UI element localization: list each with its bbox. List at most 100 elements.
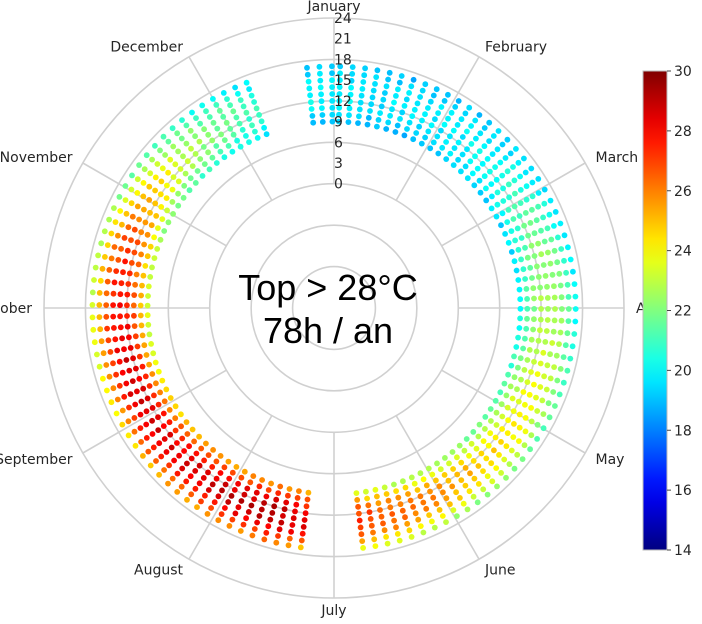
data-point [368,522,375,529]
data-point [130,355,137,362]
data-point [143,152,150,159]
data-point [467,158,474,165]
data-point [468,141,475,147]
data-point [458,116,465,123]
data-point [495,128,502,134]
data-point [156,471,163,478]
data-point [169,186,176,193]
colorbar-tick-label: 22 [674,304,692,320]
data-point [456,442,463,449]
data-point [571,281,578,287]
data-point [419,117,425,124]
data-point [531,295,537,302]
data-point [490,133,497,139]
data-point [243,133,249,139]
data-point [494,483,500,490]
data-point [422,134,428,141]
data-point [505,207,512,213]
data-point [401,132,408,139]
data-point [267,516,274,523]
data-point [200,144,207,150]
data-point [213,475,220,482]
data-point [259,477,265,483]
data-point [454,471,461,478]
data-point [433,500,440,507]
month-label: December [110,40,183,56]
data-point [499,172,506,179]
data-point [141,166,148,173]
data-point [383,491,390,497]
data-point [364,121,371,128]
data-point [158,453,165,460]
data-point [487,430,494,437]
data-point [466,452,472,459]
data-point [417,523,424,529]
data-point [205,452,212,458]
data-point [540,349,547,356]
data-point [209,137,216,144]
data-point [533,217,540,224]
data-point [515,277,522,283]
data-point [356,517,363,524]
data-point [184,460,190,467]
data-point [232,84,239,91]
data-point [147,209,153,216]
data-point [317,70,323,77]
data-point [544,362,551,369]
data-point [154,161,161,167]
data-point [157,389,164,396]
data-point [243,515,250,522]
data-point [413,130,420,136]
data-point [211,499,218,506]
data-point [246,116,253,122]
data-point [144,302,151,309]
data-point [560,379,567,386]
data-point [144,395,151,402]
data-point [108,399,115,406]
data-point [355,120,361,126]
data-point [516,438,522,444]
data-point [143,421,150,428]
data-point [522,276,528,282]
data-point [346,112,352,119]
data-point [502,231,508,237]
data-point [108,255,115,262]
data-point [407,497,414,504]
data-point [502,155,509,161]
data-point [134,388,140,395]
data-point [512,237,518,244]
data-point [426,512,432,518]
data-point [329,91,336,97]
data-point [138,398,145,405]
data-point [521,222,527,229]
data-point [381,484,388,491]
data-point [281,506,288,513]
data-point [165,138,172,145]
data-point [395,494,402,501]
data-point [459,134,466,140]
data-point [138,229,145,236]
data-point [516,325,523,331]
data-point [163,386,170,393]
data-point [521,155,527,162]
data-point [286,486,293,492]
data-point [329,111,336,118]
data-point [518,376,524,383]
data-point [535,176,542,182]
data-point [161,467,168,473]
data-point [221,137,228,144]
data-point [429,518,435,525]
data-point [145,448,152,455]
data-point [329,98,336,104]
data-point [144,253,151,260]
data-point [216,107,223,114]
data-point [131,226,138,233]
data-point [243,79,250,86]
data-point [433,86,440,93]
data-point [285,542,292,549]
data-point [228,493,235,499]
data-point [171,457,178,464]
data-point [563,269,569,276]
data-point [371,536,378,543]
